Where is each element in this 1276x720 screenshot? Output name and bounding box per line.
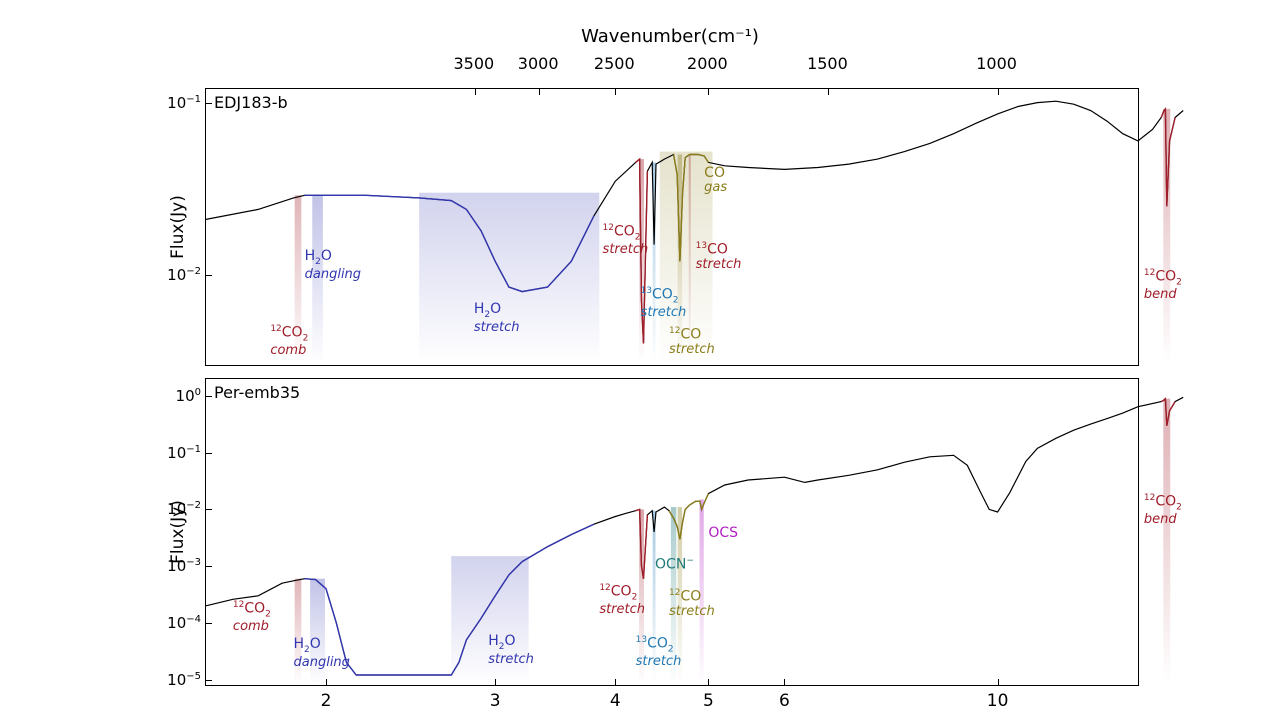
top-wavenumber-tick: 1000 (976, 54, 1017, 73)
panel-peremb35: Flux(Jy) Per-emb35 10−510−310−210−410−11… (205, 378, 1139, 686)
annotation: OCS (708, 526, 738, 541)
annotation: H2Odangling (305, 249, 361, 282)
annotation: 13CO2stretch (641, 287, 687, 321)
ytick: 10−5 (156, 671, 201, 689)
top-axis-title: Wavenumber(cm⁻¹) (100, 26, 1240, 47)
top-wavenumber-tick: 1500 (807, 54, 848, 73)
annotation: 12CO2stretch (599, 584, 645, 618)
feature-band-12CO2-bend (1163, 399, 1170, 685)
xtick: 4 (610, 691, 621, 711)
top-wavenumber-ticks: 3500 3000 2500 2000 1500 1000 (205, 54, 1137, 84)
xtick: 6 (779, 691, 790, 711)
top-wavenumber-tick: 3500 (453, 54, 494, 73)
ytick: 10−1 (156, 444, 201, 462)
annotation: 12CO2bend (1144, 269, 1182, 303)
annotation: OCN− (655, 557, 694, 573)
ytick: 10−4 (156, 614, 201, 632)
annotation: 12CO2comb (233, 601, 271, 635)
feature-band-H2O-stretch (419, 193, 599, 365)
ytick: 10−2 (156, 500, 201, 518)
xtick: 3 (490, 691, 501, 711)
xtick: 10 (987, 691, 1009, 711)
ylabel-top: Flux(Jy) (168, 195, 188, 259)
xtick: 5 (703, 691, 714, 711)
spectrum-line (206, 397, 1183, 675)
annotation: H2Ostretch (488, 634, 534, 667)
top-wavenumber-tick: 3000 (518, 54, 559, 73)
annotation: 12COstretch (669, 589, 715, 619)
annotation: 12CO2bend (1144, 494, 1182, 528)
ytick: 100 (156, 387, 201, 405)
annotation: 12CO2comb (270, 325, 308, 359)
ytick: 10−3 (156, 557, 201, 575)
ytick: 10−2 (156, 266, 201, 284)
annotation: COgas (704, 166, 727, 196)
annotation: 12CO2stretch (603, 224, 649, 258)
annotation: 12COstretch (669, 327, 715, 357)
plot-svg-top (206, 89, 1138, 365)
annotation: 13COstretch (696, 242, 742, 272)
top-wavenumber-tick: 2500 (594, 54, 635, 73)
top-wavenumber-tick: 2000 (687, 54, 728, 73)
annotation: 13CO2stretch (636, 636, 682, 670)
annotation: H2Ostretch (474, 302, 520, 335)
panel-edj183b: Flux(Jy) EDJ183-b 10−210−112CO2combH2Oda… (205, 88, 1139, 366)
xtick: 2 (321, 691, 332, 711)
ytick: 10−1 (156, 94, 201, 112)
annotation: H2Odangling (294, 637, 350, 670)
figure-root: Wavenumber(cm⁻¹) 3500 3000 2500 2000 1500 100… (100, 20, 1240, 710)
